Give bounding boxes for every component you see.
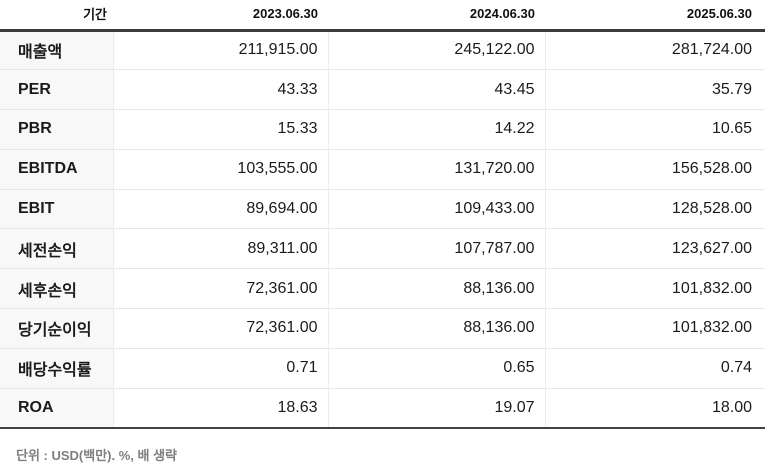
table-row-aftertax-income: 세후손익 72,361.00 88,136.00 101,832.00 bbox=[0, 268, 765, 309]
table-row-ebitda: EBITDA 103,555.00 131,720.00 156,528.00 bbox=[0, 149, 765, 190]
table-row-net-income: 당기순이익 72,361.00 88,136.00 101,832.00 bbox=[0, 308, 765, 349]
cell-value: 123,627.00 bbox=[671, 239, 752, 257]
cell-value: 131,720.00 bbox=[328, 149, 546, 190]
cell-value: 43.33 bbox=[113, 69, 329, 110]
cell-value: 128,528.00 bbox=[671, 200, 752, 218]
cell-value: 89,311.00 bbox=[113, 228, 329, 269]
cell-value: 72,361.00 bbox=[113, 268, 329, 309]
cell-value: 101,832.00 bbox=[671, 319, 752, 337]
table-row-per: PER 43.33 43.45 35.79 bbox=[0, 69, 765, 110]
column-header-2025: 2025.06.30 bbox=[686, 5, 752, 21]
cell-value: 88,136.00 bbox=[328, 268, 546, 309]
financial-summary-table: 기간 2023.06.30 2024.06.30 2025.06.30 매출액 … bbox=[0, 0, 765, 428]
unit-footnote: 단위 : USD(백만). %, 배 생략 bbox=[16, 447, 177, 463]
cell-value: 19.07 bbox=[328, 388, 546, 428]
cell-value: 109,433.00 bbox=[328, 189, 546, 229]
table-row-dividend-yield: 배당수익률 0.71 0.65 0.74 bbox=[0, 348, 765, 389]
row-label: 당기순이익 bbox=[0, 308, 114, 349]
cell-value: 88,136.00 bbox=[328, 308, 546, 349]
cell-value: 156,528.00 bbox=[671, 160, 752, 178]
cell-value: 101,832.00 bbox=[671, 279, 752, 297]
cell-value: 15.33 bbox=[113, 109, 329, 150]
cell-value: 0.74 bbox=[720, 359, 752, 377]
cell-value: 14.22 bbox=[328, 109, 546, 150]
row-label: 매출액 bbox=[0, 30, 114, 70]
cell-value: 211,915.00 bbox=[113, 30, 329, 70]
cell-value: 0.71 bbox=[113, 348, 329, 389]
table-row-pretax-income: 세전손익 89,311.00 107,787.00 123,627.00 bbox=[0, 228, 765, 269]
table-row-revenue: 매출액 211,915.00 245,122.00 281,724.00 bbox=[0, 30, 765, 70]
row-label: EBIT bbox=[0, 189, 114, 229]
row-label: 세전손익 bbox=[0, 228, 114, 269]
cell-value: 35.79 bbox=[711, 80, 752, 98]
row-label: 배당수익률 bbox=[0, 348, 114, 389]
row-label: ROA bbox=[0, 388, 114, 428]
table-header-row: 기간 2023.06.30 2024.06.30 2025.06.30 bbox=[0, 0, 765, 30]
cell-value: 103,555.00 bbox=[113, 149, 329, 190]
cell-value: 43.45 bbox=[328, 69, 546, 110]
cell-value: 18.00 bbox=[711, 398, 752, 416]
cell-value: 10.65 bbox=[711, 120, 752, 138]
table-row-roa: ROA 18.63 19.07 18.00 bbox=[0, 388, 765, 428]
row-label: PBR bbox=[0, 109, 114, 150]
cell-value: 89,694.00 bbox=[113, 189, 329, 229]
cell-value: 72,361.00 bbox=[113, 308, 329, 349]
cell-value: 0.65 bbox=[328, 348, 546, 389]
cell-value: 281,724.00 bbox=[671, 41, 752, 59]
cell-value: 18.63 bbox=[113, 388, 329, 428]
row-label: PER bbox=[0, 69, 114, 110]
row-label: EBITDA bbox=[0, 149, 114, 190]
table-row-ebit: EBIT 89,694.00 109,433.00 128,528.00 bbox=[0, 189, 765, 229]
period-header: 기간 bbox=[83, 6, 107, 22]
cell-value: 107,787.00 bbox=[328, 228, 546, 269]
row-label: 세후손익 bbox=[0, 268, 114, 309]
cell-value: 245,122.00 bbox=[328, 30, 546, 70]
column-header-2023: 2023.06.30 bbox=[252, 5, 318, 21]
table-row-pbr: PBR 15.33 14.22 10.65 bbox=[0, 109, 765, 150]
column-header-2024: 2024.06.30 bbox=[469, 5, 535, 21]
